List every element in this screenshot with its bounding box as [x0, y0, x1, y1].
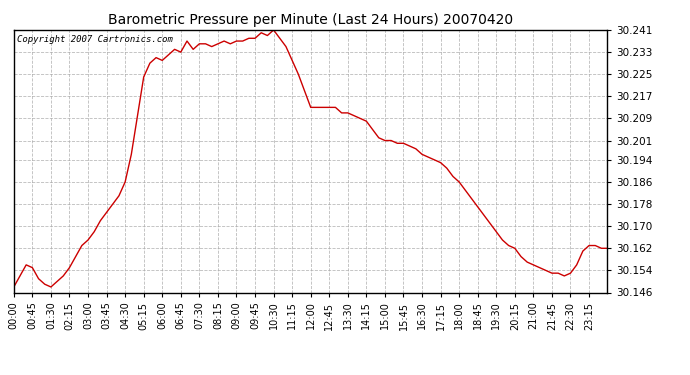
Text: Copyright 2007 Cartronics.com: Copyright 2007 Cartronics.com [17, 35, 172, 44]
Title: Barometric Pressure per Minute (Last 24 Hours) 20070420: Barometric Pressure per Minute (Last 24 … [108, 13, 513, 27]
